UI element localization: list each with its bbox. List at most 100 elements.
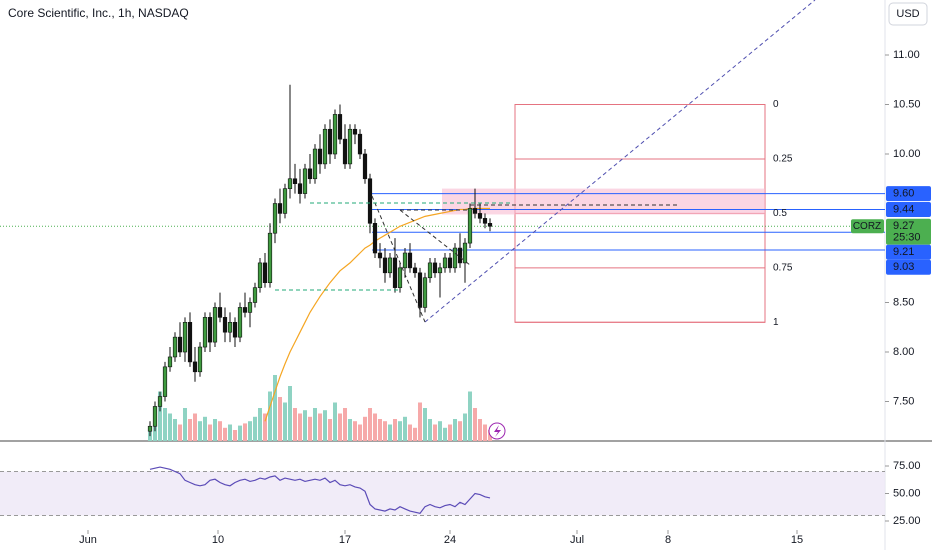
pattern-line: [399, 209, 471, 266]
volume-bar: [158, 391, 162, 441]
volume-bar: [163, 408, 167, 441]
candle-body: [337, 114, 343, 140]
candle-body: [147, 425, 153, 432]
volume-bar: [313, 408, 317, 441]
volume-bar: [278, 397, 282, 441]
candle-body: [292, 178, 298, 184]
volume-bar: [223, 427, 227, 441]
candle-body: [152, 406, 158, 427]
y-tick-label: 10.50: [893, 98, 921, 110]
candle-body: [437, 267, 443, 274]
rsi-band: [0, 471, 885, 516]
candle-body: [487, 223, 493, 227]
symbol: CORZ: [853, 221, 881, 232]
candle-body: [252, 287, 258, 303]
candle-body: [317, 148, 323, 165]
candle-body: [247, 302, 253, 313]
rsi-line: [149, 466, 491, 514]
volume-bar: [168, 413, 172, 441]
price-label-bg: [886, 186, 931, 202]
candle-body: [312, 148, 318, 180]
volume-bar: [318, 413, 322, 441]
price-label: 9.44: [893, 203, 914, 215]
volume-bar: [193, 413, 197, 441]
candle-body: [297, 183, 303, 194]
currency-button[interactable]: [888, 2, 928, 26]
volume-bar: [288, 386, 292, 441]
volume-bar: [263, 413, 267, 441]
candle-body: [322, 128, 328, 165]
candle-body: [452, 247, 458, 269]
y-tick-label: 11.00: [893, 49, 920, 61]
fib-label: 0: [773, 99, 779, 110]
volume-bar: [338, 413, 342, 441]
x-tick-label: 10: [212, 534, 224, 546]
candle-body: [172, 336, 178, 358]
rsi-tick-label: 50.00: [893, 487, 921, 499]
volume-bar: [458, 421, 462, 441]
volume-bar: [363, 416, 367, 441]
candle-body: [237, 307, 243, 338]
volume-bar: [368, 408, 372, 441]
price-label-bg: [886, 201, 931, 217]
candle-body: [417, 272, 423, 308]
candle-body: [187, 321, 193, 363]
volume-bar: [178, 424, 182, 441]
volume-bar: [173, 419, 177, 441]
volume-bar: [358, 424, 362, 441]
candle-body: [227, 321, 233, 333]
volume-bar: [353, 421, 357, 441]
candle-body: [182, 321, 188, 353]
volume-bar: [238, 425, 242, 441]
pattern-line: [371, 195, 426, 323]
drawings: [275, 0, 816, 323]
y-tick-label: 8.00: [893, 346, 914, 358]
candle-body: [162, 366, 168, 397]
volume-bar: [418, 402, 422, 441]
fib-label: 0.5: [773, 208, 787, 219]
flash-bolt[interactable]: [494, 425, 501, 437]
candle-body: [282, 188, 288, 214]
volume-bar: [233, 430, 237, 441]
candle-body: [192, 361, 198, 373]
chart-title: Core Scientific, Inc., 1h, NASDAQ: [8, 6, 189, 20]
candle-body: [352, 128, 358, 135]
candle-body: [457, 247, 463, 264]
fib-label: 1: [773, 317, 779, 328]
candle-body: [387, 257, 393, 274]
currency[interactable]: USD: [896, 8, 919, 20]
volume-bar: [463, 413, 467, 441]
candle-body: [477, 213, 483, 219]
candle-body: [462, 242, 468, 264]
candle-body: [422, 277, 428, 308]
candle-body: [482, 218, 488, 224]
candle-body: [372, 223, 378, 254]
candle-body: [342, 138, 348, 165]
flash-icon[interactable]: [488, 422, 506, 440]
moving-average: [264, 207, 490, 422]
volume-bar: [378, 419, 382, 441]
candle-body: [382, 257, 388, 274]
candle-body: [367, 178, 373, 224]
candle-body: [412, 267, 418, 274]
candle-body: [307, 168, 313, 180]
volume-bar: [218, 421, 222, 441]
countdown: 25:30: [893, 232, 921, 244]
volume-bar: [478, 419, 482, 441]
candle-body: [327, 128, 333, 155]
volume-bar: [438, 421, 442, 441]
volume-bar: [308, 416, 312, 441]
volume-bar: [208, 424, 212, 441]
fib-label: 0.75: [773, 262, 793, 273]
volume-bar: [283, 402, 287, 441]
volume-bar: [198, 421, 202, 441]
candle-body: [212, 307, 218, 343]
volume-bar: [408, 424, 412, 441]
candle-body: [407, 252, 413, 269]
volume-bar: [448, 424, 452, 441]
candle-body: [402, 252, 408, 269]
rsi-tick-label: 75.00: [893, 460, 921, 472]
candle-body: [447, 257, 453, 269]
